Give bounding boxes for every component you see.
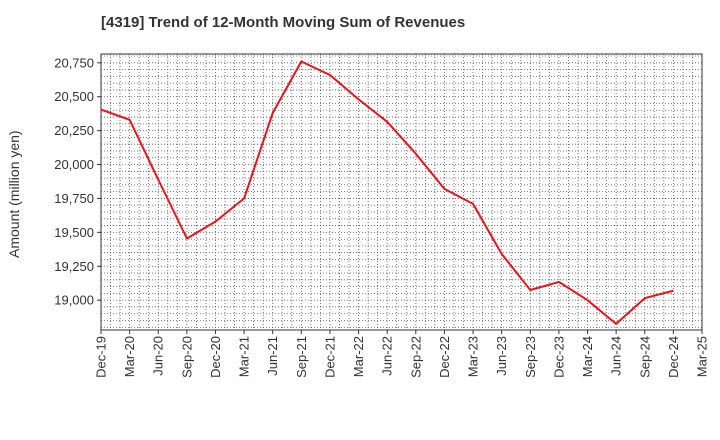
x-tick-label: Jun-22 <box>380 336 395 376</box>
x-tick-label: Mar-22 <box>351 336 366 377</box>
y-tick-label: 19,250 <box>54 259 94 274</box>
y-tick-label: 20,500 <box>54 89 94 104</box>
y-tick-label: 19,500 <box>54 225 94 240</box>
x-tick-label: Dec-24 <box>666 336 681 378</box>
y-tick-label: 20,000 <box>54 157 94 172</box>
x-tick-label: Sep-21 <box>294 336 309 378</box>
x-tick-label: Jun-21 <box>265 336 280 376</box>
x-tick-label: Mar-20 <box>122 336 137 377</box>
x-tick-label: Mar-24 <box>580 336 595 377</box>
series-group <box>100 60 674 325</box>
x-tick-labels: Dec-19 Mar-20 Jun-20 Sep-20 Dec-20 Mar-21 Jun-… <box>94 330 710 378</box>
x-tick-label: Jun-23 <box>494 336 509 376</box>
x-tick-label: Mar-23 <box>466 336 481 377</box>
y-tick-label: 20,250 <box>54 123 94 138</box>
x-tick-label: Dec-22 <box>437 336 452 378</box>
x-tick-label: Sep-20 <box>179 336 194 378</box>
y-tick-label: 19,000 <box>54 293 94 308</box>
x-tick-label: Dec-19 <box>94 336 109 378</box>
x-tick-label: Dec-21 <box>322 336 337 378</box>
plot-frame <box>100 53 703 331</box>
x-tick-label: Jun-24 <box>609 336 624 376</box>
x-tick-label: Dec-20 <box>208 336 223 378</box>
x-tick-label: Mar-25 <box>695 336 710 377</box>
y-tick-label: 20,750 <box>54 55 94 70</box>
chart-title: [4319] Trend of 12-Month Moving Sum of R… <box>101 14 466 31</box>
y-tick-labels: 19,000 19,250 19,500 19,750 20,000 20,250 20,5… <box>54 55 101 308</box>
x-tick-label: Sep-23 <box>523 336 538 378</box>
x-tick-label: Sep-22 <box>408 336 423 378</box>
x-tick-label: Sep-24 <box>637 336 652 378</box>
series-line <box>100 60 674 325</box>
y-tick-label: 19,750 <box>54 191 94 206</box>
x-tick-label: Mar-21 <box>237 336 252 377</box>
x-tick-label: Jun-20 <box>151 336 166 376</box>
y-gridlines <box>101 55 702 328</box>
x-tick-label: Dec-23 <box>551 336 566 378</box>
